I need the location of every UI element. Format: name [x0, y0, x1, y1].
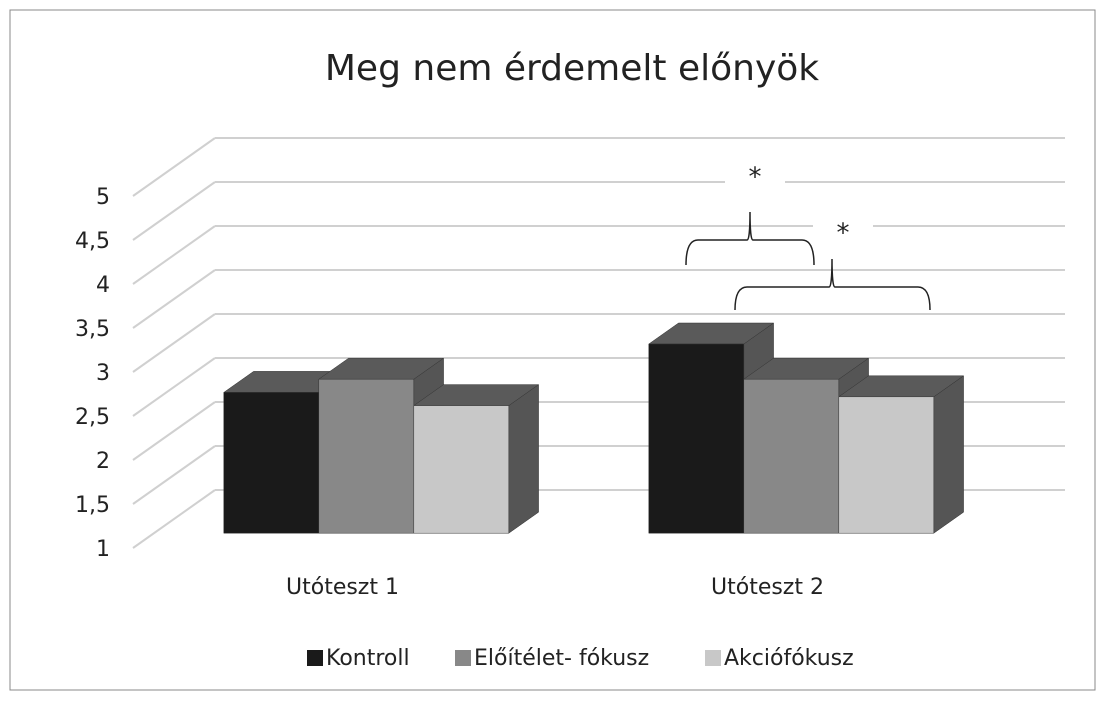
grid-diagonal [132, 401, 216, 461]
y-tick-label: 1,5 [75, 493, 110, 518]
y-tick-label: 1 [96, 537, 110, 562]
annotation: * [749, 163, 762, 193]
bar [223, 392, 320, 534]
bar [743, 378, 840, 534]
legend-swatch [705, 650, 721, 666]
bar-side [508, 384, 539, 534]
significance-brace [685, 211, 815, 266]
legend-label: Kontroll [326, 646, 410, 671]
bar [413, 405, 510, 534]
grid-diagonal [132, 445, 216, 505]
legend-label: Akciófókusz [724, 646, 854, 671]
grid-diagonal [132, 137, 216, 197]
bar [838, 396, 935, 534]
annotation-bg [813, 220, 873, 246]
y-tick-label: 2 [96, 449, 110, 474]
y-tick-label: 4,5 [75, 229, 110, 254]
chart-title: Meg nem érdemelt előnyök [325, 48, 819, 89]
grid-diagonal [132, 269, 216, 329]
bar [648, 343, 745, 534]
bar [318, 378, 415, 534]
x-tick-label: Utóteszt 2 [711, 575, 824, 600]
y-tick-label: 2,5 [75, 405, 110, 430]
annotation-bg [725, 164, 785, 190]
y-tick-label: 4 [96, 273, 110, 298]
legend-label: Előítélet- fókusz [474, 646, 649, 671]
legend-swatch [307, 650, 323, 666]
significance-brace [734, 258, 931, 311]
y-tick-label: 3,5 [75, 317, 110, 342]
grid-diagonal [132, 357, 216, 417]
y-tick-label: 5 [96, 185, 110, 210]
legend-swatch [455, 650, 471, 666]
bar-side [933, 375, 964, 534]
grid-diagonal [132, 313, 216, 373]
grid-diagonal [132, 181, 216, 241]
chart-frame [9, 9, 1096, 691]
y-tick-label: 3 [96, 361, 110, 386]
annotation: * [837, 219, 850, 249]
grid-diagonal [132, 225, 216, 285]
x-tick-label: Utóteszt 1 [286, 575, 399, 600]
grid-diagonal [132, 489, 216, 549]
